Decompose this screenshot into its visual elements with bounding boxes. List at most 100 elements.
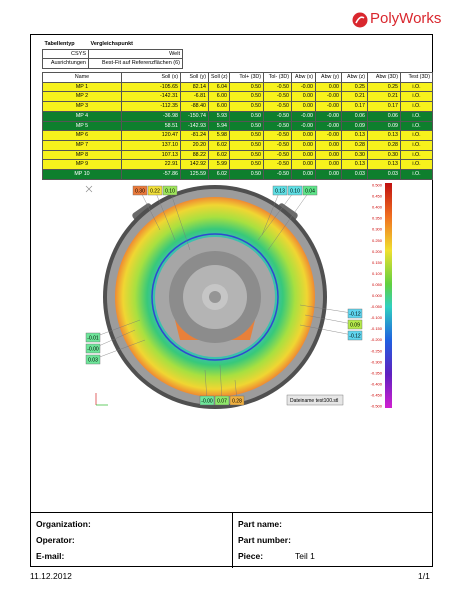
data-cell: 0.50	[229, 81, 264, 93]
callout-leader	[139, 190, 161, 231]
callout-label: 0.10	[165, 188, 175, 194]
data-cell: MP 4	[42, 110, 122, 122]
scale-tick-label: 0.500	[372, 183, 383, 188]
column-header: Test (3D)	[400, 72, 433, 83]
info-table: Tabellentyp Vergleichspunkt CSYS Welt Ausric…	[42, 40, 183, 70]
data-cell: -0.00	[315, 130, 342, 141]
callout-box	[85, 332, 101, 343]
data-cell: 142.92	[180, 159, 209, 171]
callout-box	[214, 395, 230, 406]
data-cell: -0.00	[315, 101, 342, 112]
data-cell: i.O.	[400, 149, 433, 161]
callout-box	[199, 395, 215, 406]
data-cell: 82.14	[180, 81, 209, 93]
data-cell: MP 2	[42, 91, 122, 103]
data-cell: 5.98	[208, 130, 230, 141]
data-cell: 0.13	[341, 130, 368, 141]
callout-box	[347, 330, 363, 341]
data-cell: 107.13	[121, 149, 181, 161]
file-name-box	[286, 394, 344, 406]
scale-tick-label: -0.300	[371, 359, 383, 364]
scale-tick-label: -0.350	[371, 370, 383, 375]
data-cell: 0.17	[367, 101, 401, 112]
data-cell: 0.00	[315, 149, 342, 161]
column-header: Abw (3D)	[367, 72, 401, 83]
info-cell: Best-Fit auf Referenzflächen (6)	[88, 58, 183, 70]
data-cell: MP 7	[42, 139, 122, 151]
data-cell: 0.28	[341, 139, 368, 151]
data-cell: -112.35	[121, 101, 181, 112]
callout-box	[229, 395, 245, 406]
data-cell: -0.00	[315, 120, 342, 132]
data-cell: i.O.	[400, 101, 433, 112]
callout-label: 0.03	[88, 357, 98, 363]
data-cell: MP 10	[42, 169, 122, 180]
data-cell: 0.00	[315, 159, 342, 171]
scale-tick-label: 0.350	[372, 216, 383, 221]
data-cell: 0.30	[367, 149, 401, 161]
callout-label: 0.30	[135, 188, 145, 194]
footer-box: Organization: Operator: E-mail: Part name: P…	[30, 512, 433, 568]
callout-leader	[261, 190, 281, 236]
data-cell: 58.51	[121, 120, 181, 132]
data-cell: -57.86	[121, 169, 181, 180]
callout-leader	[92, 339, 146, 360]
column-header: Soll (y)	[180, 72, 209, 83]
callout-leader	[299, 304, 356, 314]
footer-label: E-mail:	[36, 551, 65, 561]
data-cell: -0.00	[291, 120, 316, 132]
callout-label: -0.00	[87, 346, 99, 352]
callout-box	[132, 185, 148, 196]
data-cell: 0.00	[291, 101, 316, 112]
data-cell: 0.50	[229, 91, 264, 103]
data-cell: 6.02	[208, 149, 230, 161]
data-cell: 0.00	[291, 91, 316, 103]
scale-tick-label: 0.250	[372, 238, 383, 243]
callout-leader	[219, 364, 223, 401]
info-cell: Welt	[88, 48, 183, 60]
data-cell: i.O.	[400, 91, 433, 103]
data-cell: 137.10	[121, 139, 181, 151]
scale-tick-label: -0.500	[371, 404, 383, 409]
data-cell: i.O.	[400, 169, 433, 180]
data-cell: -0.50	[263, 81, 292, 93]
callout-label: 0.04	[305, 188, 315, 194]
column-header: Soll (x)	[121, 72, 181, 83]
column-header: Abw (y)	[315, 72, 342, 83]
data-cell: -0.50	[263, 110, 292, 122]
data-cell: 0.06	[367, 110, 401, 122]
data-cell: -0.00	[315, 110, 342, 122]
data-row: MP 3 -112.35 -88.40 6.00 0.50 -0.50 0.00 -0.00 0…	[42, 101, 433, 112]
scale-tick-label: -0.150	[371, 326, 383, 331]
data-cell: i.O.	[400, 139, 433, 151]
data-row: MP 2 -142.31 -6.81 6.00 0.50 -0.50 0.00 -0.00 0.…	[42, 91, 433, 103]
scale-tick-label: 0.100	[372, 271, 383, 276]
callout-label: 0.28	[232, 398, 242, 404]
scale-tick-label: 0.300	[372, 227, 383, 232]
page-frame	[30, 34, 433, 567]
callout-label: 0.09	[350, 322, 360, 328]
data-row: MP 5 58.51 -142.93 5.94 0.50 -0.50 -0.00 -0.00 0…	[42, 120, 433, 132]
callout-box	[347, 308, 363, 319]
data-cell: 6.02	[208, 139, 230, 151]
info-cell: CSYS	[42, 48, 89, 60]
scale-tick-label: 0.400	[372, 205, 383, 210]
callout-leader	[92, 319, 141, 338]
callout-box	[85, 343, 101, 354]
footer-divider	[232, 513, 233, 568]
data-cell: -0.50	[263, 91, 292, 103]
data-cell: 0.13	[367, 130, 401, 141]
column-header: Tol+ (3D)	[229, 72, 264, 83]
callout-label: 0.10	[290, 188, 300, 194]
data-row: MP 6 120.47 -81.24 5.98 0.50 -0.50 0.00 -0.00 0.…	[42, 130, 433, 141]
data-cell: -105.65	[121, 81, 181, 93]
data-cell: 0.28	[367, 139, 401, 151]
data-cell: 5.99	[208, 159, 230, 171]
data-cell: -0.50	[263, 169, 292, 180]
column-header: Abw (x)	[291, 72, 316, 83]
data-cell: -0.50	[263, 120, 292, 132]
data-cell: 0.09	[341, 120, 368, 132]
callout-leader	[257, 190, 296, 241]
